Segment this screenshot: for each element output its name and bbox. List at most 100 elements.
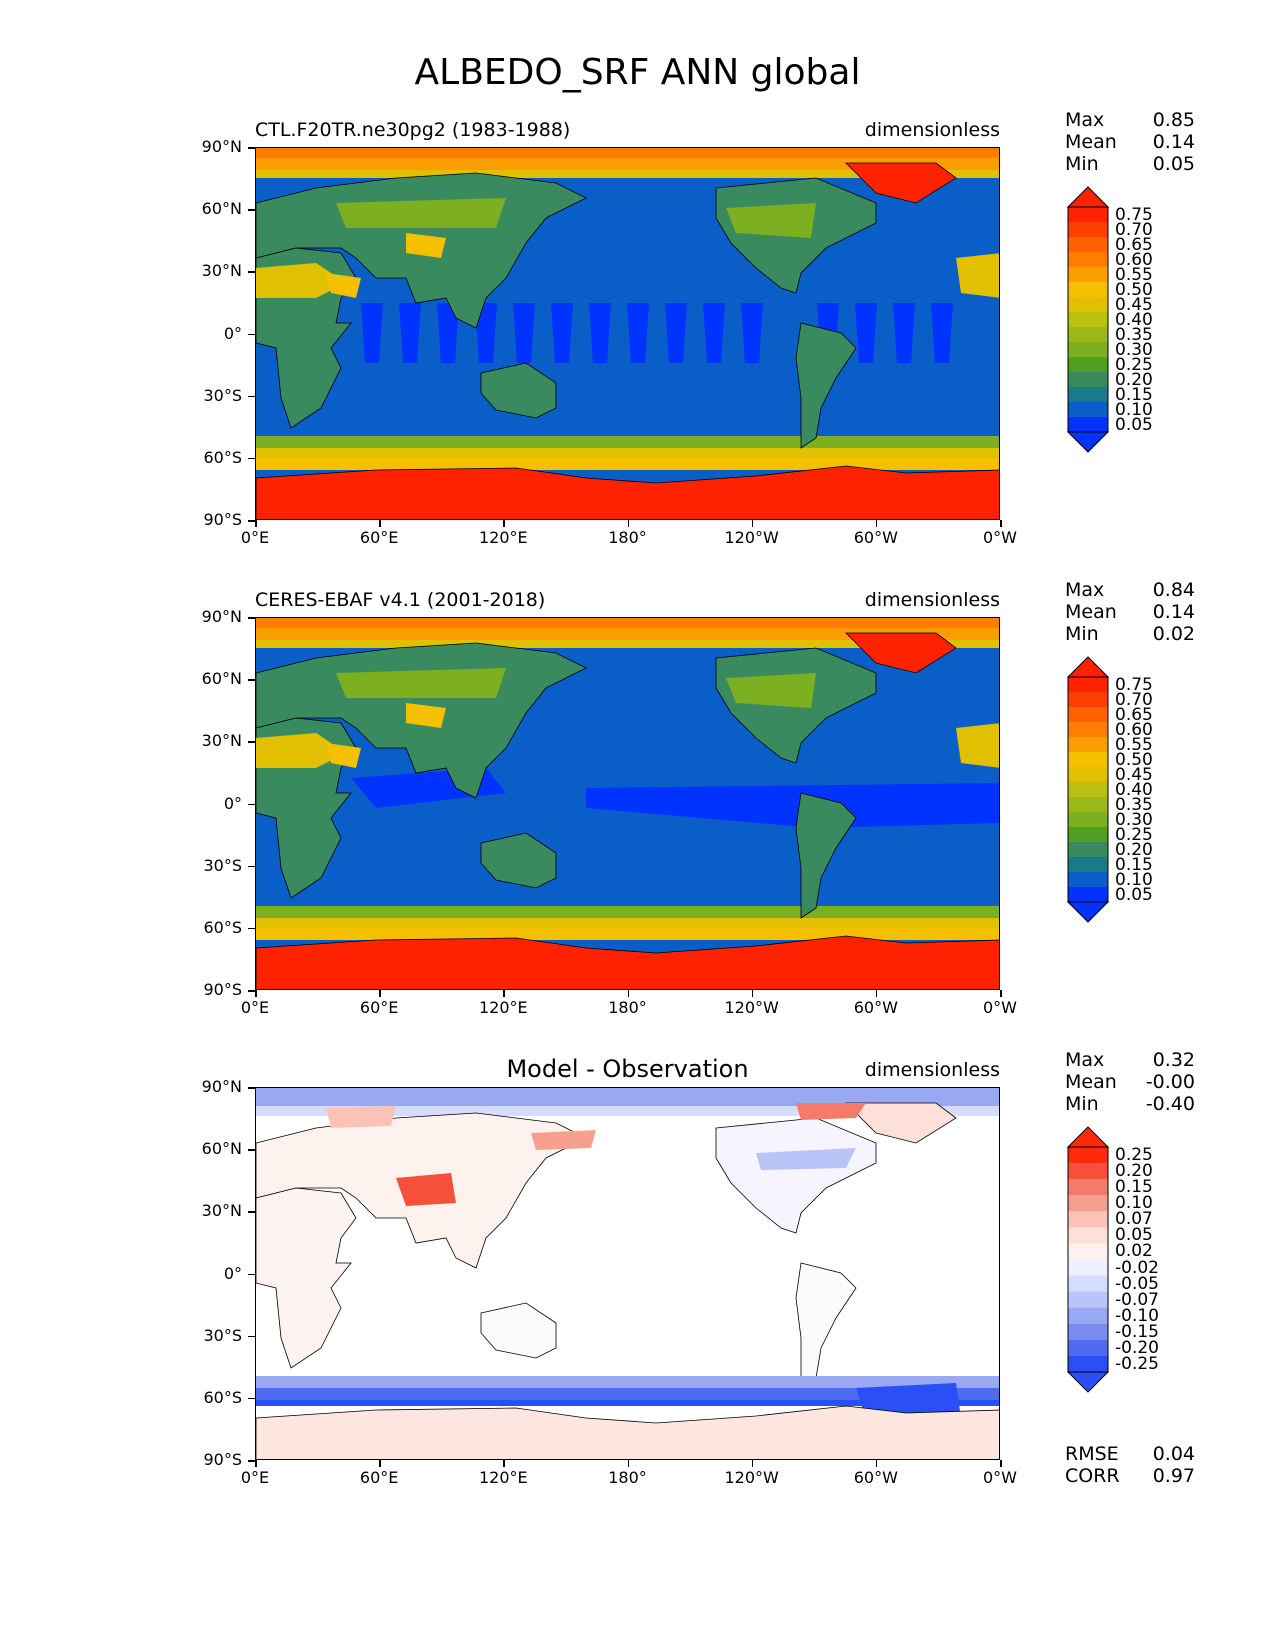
continent-africa [256,1187,357,1369]
colorbar-extend-bottom [1066,431,1110,453]
ocean-low-albedo [475,303,497,363]
continent-australia [480,1302,557,1359]
sahara-desert [256,263,346,298]
colorbar-segment [1068,1163,1108,1180]
colorbar-tick-label: 0.50 [1115,750,1153,770]
lon-tick-mark [1000,1460,1002,1467]
lat-tick-mark [248,865,255,868]
greenland [845,1102,957,1144]
lon-tick-label: 0°W [983,998,1017,1017]
greenland [845,632,957,674]
colorbar-tick-label: 0.75 [1115,205,1153,225]
colorbar-tick-label: 0.50 [1115,280,1153,300]
lat-tick-mark [248,147,255,149]
colorbar-segment [1068,707,1108,723]
stat-value: 0.32 [1152,1049,1195,1071]
lon-tick-label: 120°W [724,998,779,1017]
lon-tick-mark [627,1460,629,1467]
lat-tick-label: 30°N [201,261,242,281]
southern-band [256,448,999,458]
stat-label: CORR [1065,1465,1120,1487]
lon-tick-label: 0°E [240,528,270,547]
lat-tick-label: 60°N [201,669,242,689]
lat-tick-label: 30°S [203,855,242,875]
lat-tick-label: 60°S [203,1387,242,1407]
stat-label: Max [1065,579,1105,601]
ocean-low-albedo [437,303,459,363]
lon-tick-label: 0°E [240,1468,270,1487]
lon-tick-label: 120°E [479,1468,528,1487]
colorbar-tick-label: 0.10 [1115,1193,1153,1214]
lon-tick-mark [379,990,381,997]
colorbar-extend-bottom [1066,901,1110,923]
colorbar-tick-label: 0.20 [1115,1161,1153,1182]
stat-value: 0.14 [1152,601,1195,623]
southern-band [256,458,999,470]
antarctica [256,935,999,989]
colorbar-tick-label: -0.20 [1115,1337,1159,1358]
stat-label: Max [1065,1049,1105,1071]
lat-tick-mark [248,395,255,398]
lat-tick-label: 90°S [203,510,242,529]
colorbar-tick-label: -0.02 [1115,1257,1159,1278]
antarctica [256,465,999,519]
panel-stats: Max 0.84 Mean 0.14 Min 0.02 [1065,579,1195,645]
boreal-zone [726,673,816,708]
colorbar-segment [1068,797,1108,813]
colorbar-segment [1068,1243,1108,1260]
arctic-diff [256,1088,999,1106]
colorbar-segment [1068,782,1108,798]
lat-tick-mark [248,803,255,805]
lat-tick-label: 30°N [201,731,242,751]
arctic-diff [256,1106,999,1116]
colorbar-segment [1068,1323,1108,1341]
stat-label: Min [1065,1093,1099,1115]
colorbar-segment [1068,872,1108,888]
lat-tick-mark [248,333,255,335]
stat-value: 0.14 [1152,131,1195,153]
continent-south-america [795,792,857,919]
arabian-desert [326,273,361,298]
panel-stats: Max 0.85 Mean 0.14 Min 0.05 [1065,109,1195,175]
lon-tick-label: 0°W [983,528,1017,547]
lon-tick-mark [875,520,878,527]
colorbar-tick-label: 0.45 [1115,295,1153,315]
lon-tick-label: 120°W [724,1468,779,1487]
arctic-band [256,640,999,648]
lat-tick-mark [248,520,255,522]
stat-label: Min [1065,153,1099,175]
colorbar-tick-label: 0.60 [1115,250,1153,270]
lat-tick-mark [248,1149,255,1151]
lat-tick-mark [248,990,255,992]
anomaly-positive [796,1103,866,1120]
anomaly-positive [531,1130,596,1150]
ocean-low-albedo [703,303,725,363]
lon-tick-mark [503,1460,505,1467]
lat-tick-mark [248,679,255,681]
lon-tick-mark [1000,520,1002,527]
lon-tick-label: 60°W [853,1468,898,1487]
colorbar-segment [1068,1259,1108,1277]
lat-tick-mark [248,617,255,619]
anomaly-positive [326,1106,396,1128]
ocean-low-albedo [893,303,915,363]
lat-tick-mark [248,1087,255,1089]
colorbar-tick-label: 0.05 [1115,1225,1153,1246]
colorbar-tick-label: 0.60 [1115,720,1153,740]
stat-label: Mean [1065,1071,1117,1093]
lon-tick-label: 120°W [724,528,779,547]
figure-title: ALBEDO_SRF ANN global [414,52,861,93]
southern-diff [256,1376,999,1388]
lon-tick-label: 180° [608,998,647,1017]
colorbar-tick-label: 0.35 [1115,325,1153,345]
southern-band [256,918,999,928]
southern-band [256,906,999,918]
lat-tick-label: 60°S [203,447,242,467]
arctic-band [256,148,999,158]
tibet-plateau [406,233,446,258]
ocean-low-albedo [741,303,763,363]
colorbar-tick-label: 0.02 [1115,1241,1153,1262]
lon-tick-mark [379,520,381,527]
continent-australia [480,832,557,889]
lon-tick-label: 60°W [853,528,898,547]
